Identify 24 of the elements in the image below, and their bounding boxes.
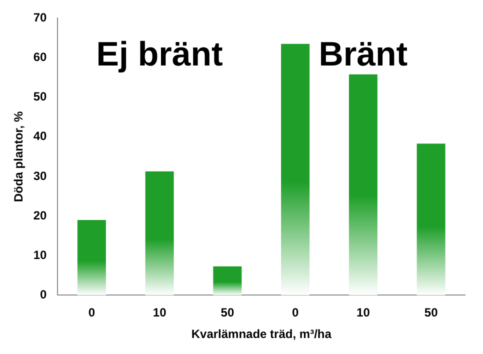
y-tick-label: 30	[33, 168, 48, 183]
x-tick-label: 10	[356, 306, 370, 320]
bar	[348, 74, 378, 296]
bar	[281, 44, 310, 296]
bar	[416, 144, 446, 296]
annotation: Bränt	[318, 36, 408, 74]
x-tick-label: 0	[292, 306, 299, 320]
y-tick-label: 50	[33, 90, 48, 104]
bar	[145, 171, 174, 296]
bar	[77, 220, 106, 296]
x-tick-label: 50	[424, 306, 438, 320]
y-tick-label: 60	[33, 50, 48, 64]
y-tick-label: 0	[40, 288, 48, 302]
x-tick-label: 50	[220, 306, 234, 320]
y-tick-label: 20	[33, 208, 48, 222]
y-axis-title: Döda plantor, %	[12, 111, 26, 202]
y-tick-label: 10	[33, 248, 48, 262]
x-tick-label: 0	[88, 306, 96, 320]
x-axis-title: Kvarlämnade träd, m³/ha	[191, 327, 332, 342]
y-tick-label: 40	[33, 129, 48, 144]
x-tick-label: 10	[152, 306, 167, 320]
annotation: Ej bränt	[96, 36, 223, 74]
bar	[213, 266, 242, 296]
y-tick-label: 70	[33, 10, 48, 25]
